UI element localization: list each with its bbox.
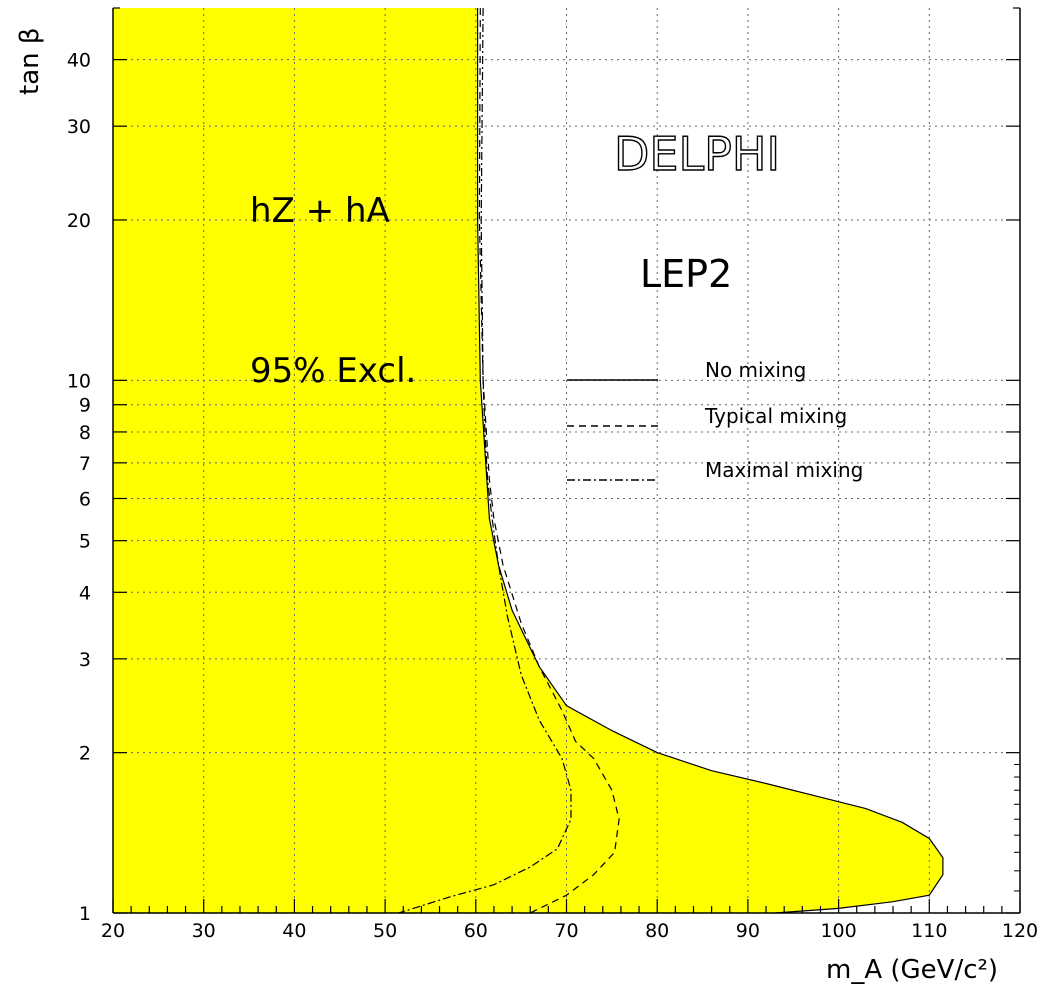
series-curve-2 [478,7,620,914]
y-tick-label: 20 [67,210,91,232]
y-tick-label: 9 [79,395,91,417]
excluded-region-layer [113,8,943,913]
excluded-region [113,8,943,913]
legend-label-1: No mixing [705,358,806,382]
x-tick-label: 80 [645,920,669,942]
y-tick-label: 30 [67,116,91,138]
series-curve-3 [398,7,572,914]
x-tick-label: 110 [911,920,947,942]
x-tick-label: 100 [820,920,856,942]
x-tick-label: 50 [373,920,397,942]
x-tick-label: 60 [464,920,488,942]
y-tick-label: 3 [79,649,91,671]
y-tick-label: 7 [79,453,91,475]
y-tick-label: 10 [67,370,91,392]
y-tick-label: 6 [79,488,91,510]
x-tick-label: 40 [282,920,306,942]
collider-label: LEP2 [640,252,732,296]
legend-label-3: Maximal mixing [705,458,863,482]
x-tick-label: 90 [736,920,760,942]
x-tick-label: 120 [1002,920,1038,942]
legend: No mixing Typical mixing Maximal mixing [567,358,863,482]
curve-layer [398,7,944,914]
tick-label-layer: 20 30 40 50 60 70 80 90 100 110 120 1 2 3 4 5 6 7 8 9 10 20 30… [67,50,1038,942]
x-tick-label: 30 [192,920,216,942]
series-curve-1 [477,8,944,914]
y-tick-label: 8 [79,422,91,444]
y-axis-title: tan β [15,28,45,95]
y-tick-label: 1 [79,903,91,925]
annotation-process: hZ + hA [250,191,390,231]
experiment-label: DELPHI [614,127,780,181]
y-tick-label: 4 [79,582,91,604]
tick-layer [112,7,1021,914]
y-tick-label: 40 [67,50,91,72]
x-tick-label: 20 [101,920,125,942]
y-tick-label: 2 [79,743,91,765]
annotation-exclusion: 95% Excl. [250,351,416,391]
x-axis-title: m_A (GeV/c²) [826,955,998,985]
x-tick-label: 70 [554,920,578,942]
grid-layer [113,8,1020,913]
y-tick-label: 5 [79,531,91,553]
legend-label-2: Typical mixing [704,404,847,428]
